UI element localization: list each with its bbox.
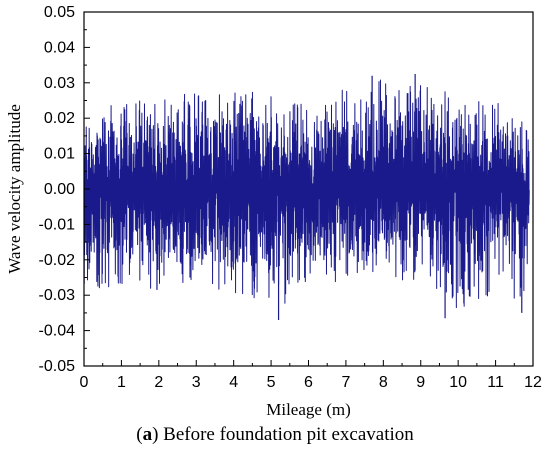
x-tick-label: 10 (449, 374, 467, 391)
x-tick-label: 6 (304, 374, 313, 391)
y-tick-label: 0.01 (44, 146, 75, 163)
x-tick-label: 2 (154, 374, 163, 391)
x-axis-title: Mileage (m) (266, 400, 351, 419)
chart: 0 1 2 3 4 5 6 7 8 9 10 11 12 -0.05-0.04-0.03-0.02-0.… (5, 4, 542, 419)
x-tick-label: 7 (341, 374, 350, 391)
y-tick-label: -0.04 (39, 323, 76, 340)
y-tick-label: 0.00 (44, 181, 75, 198)
y-tick-label: -0.05 (39, 358, 76, 375)
figure-caption: (a) Before foundation pit excavation (136, 424, 414, 445)
x-axis-ticks: 0 1 2 3 4 5 6 7 8 9 10 11 12 (80, 360, 542, 391)
caption-text: Before foundation pit excavation (163, 424, 414, 445)
y-tick-label: 0.02 (44, 110, 75, 127)
y-tick-label: 0.05 (44, 4, 75, 21)
x-tick-label: 11 (487, 374, 504, 391)
y-tick-label: -0.01 (39, 216, 76, 233)
y-tick-label: 0.04 (44, 39, 75, 56)
signal-path (83, 79, 530, 309)
x-tick-label: 8 (379, 374, 388, 391)
y-axis-ticks: -0.05 -0.04 -0.03 -0.02 -0.01 0.00 0.01 0.02 0.0… (39, 4, 90, 375)
x-tick-label: 4 (229, 374, 238, 391)
y-axis-title: Wave velocity amplitude (5, 104, 24, 274)
x-tick-label: 9 (416, 374, 425, 391)
x-tick-label: 0 (80, 374, 89, 391)
y-tick-label: -0.02 (39, 252, 76, 269)
y-tick-label: 0.03 (44, 75, 75, 92)
x-tick-label: 3 (192, 374, 201, 391)
x-tick-label: 1 (117, 374, 126, 391)
x-tick-label: 5 (267, 374, 276, 391)
series-line (83, 73, 530, 320)
y-tick-label: -0.03 (39, 287, 76, 304)
x-tick-label: 12 (524, 374, 542, 391)
caption-label: a (142, 424, 153, 445)
